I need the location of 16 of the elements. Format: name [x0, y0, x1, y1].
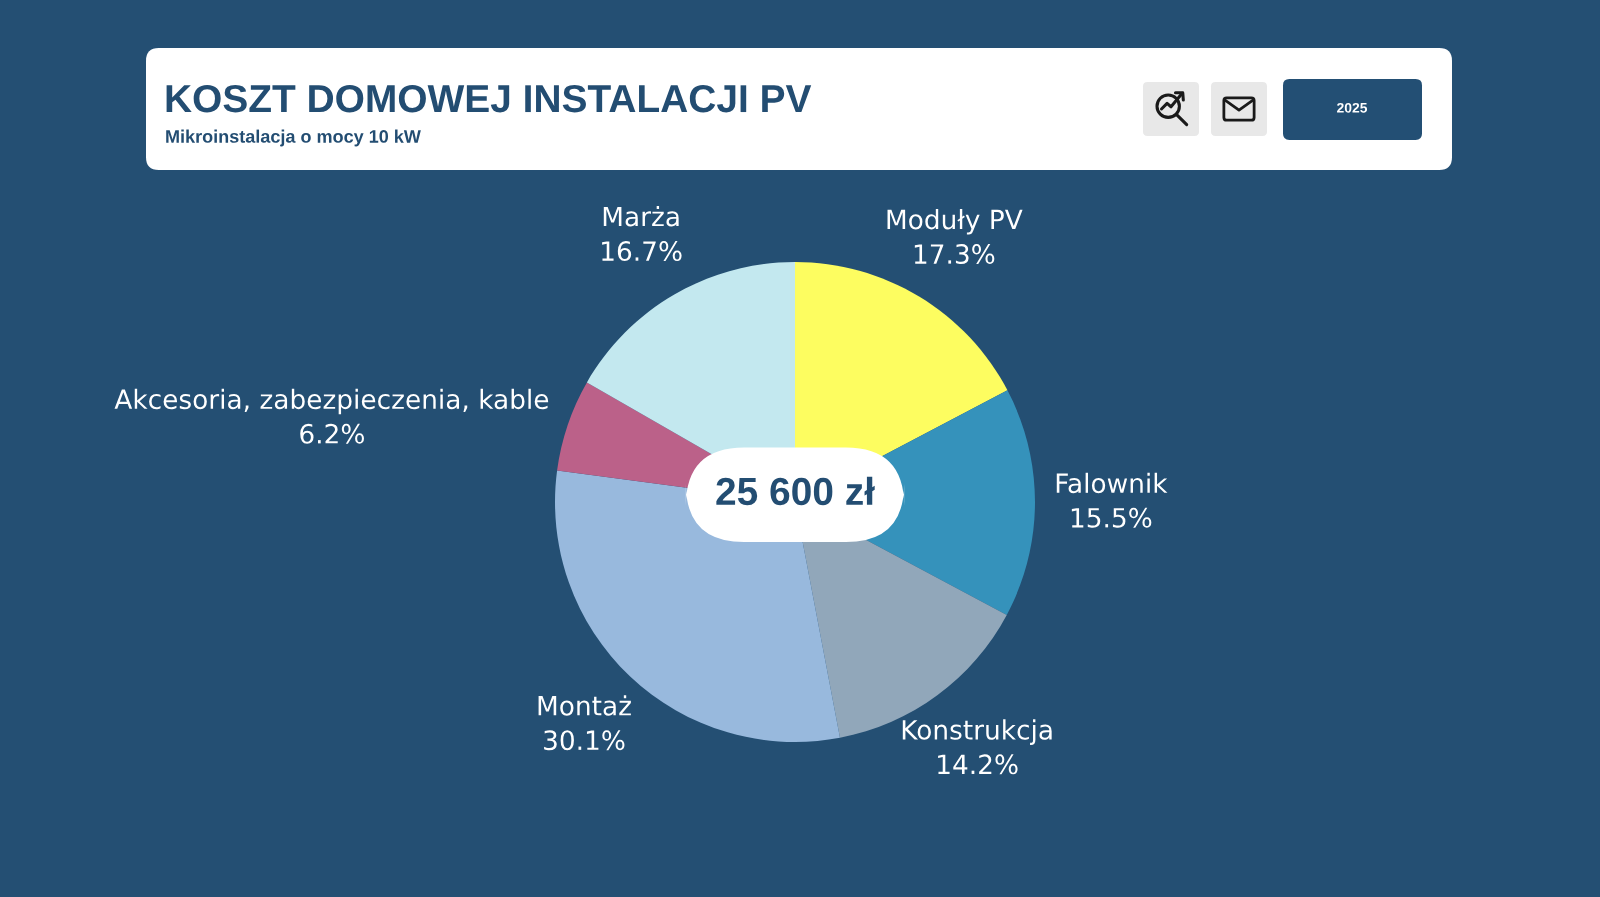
data-label: 6.2%: [300, 423, 364, 444]
chart-subtitle: Mikroinstalacja o mocy 10 kW: [166, 129, 421, 147]
slice-label: Akcesoria, zabezpieczenia, kable: [114, 388, 549, 415]
slice-label: Moduły PV: [887, 209, 1023, 235]
data-label: 30.1%: [544, 730, 625, 751]
slice-label: Konstrukcja: [902, 719, 1052, 745]
data-label: 14.2%: [938, 754, 1018, 775]
slice-label: Montaż: [538, 695, 631, 716]
data-label: 16.7%: [602, 241, 682, 262]
slice-label: Falownik: [1056, 472, 1168, 494]
chart-title: KOSZT DOMOWEJ INSTALACJI PV: [166, 84, 812, 113]
text: 2025: [1337, 102, 1368, 113]
data-label: 15.5%: [1071, 507, 1152, 528]
slice-label: Marża: [603, 206, 679, 227]
text: 25 600 zł: [716, 476, 875, 506]
data-label: 17.3%: [914, 244, 995, 264]
